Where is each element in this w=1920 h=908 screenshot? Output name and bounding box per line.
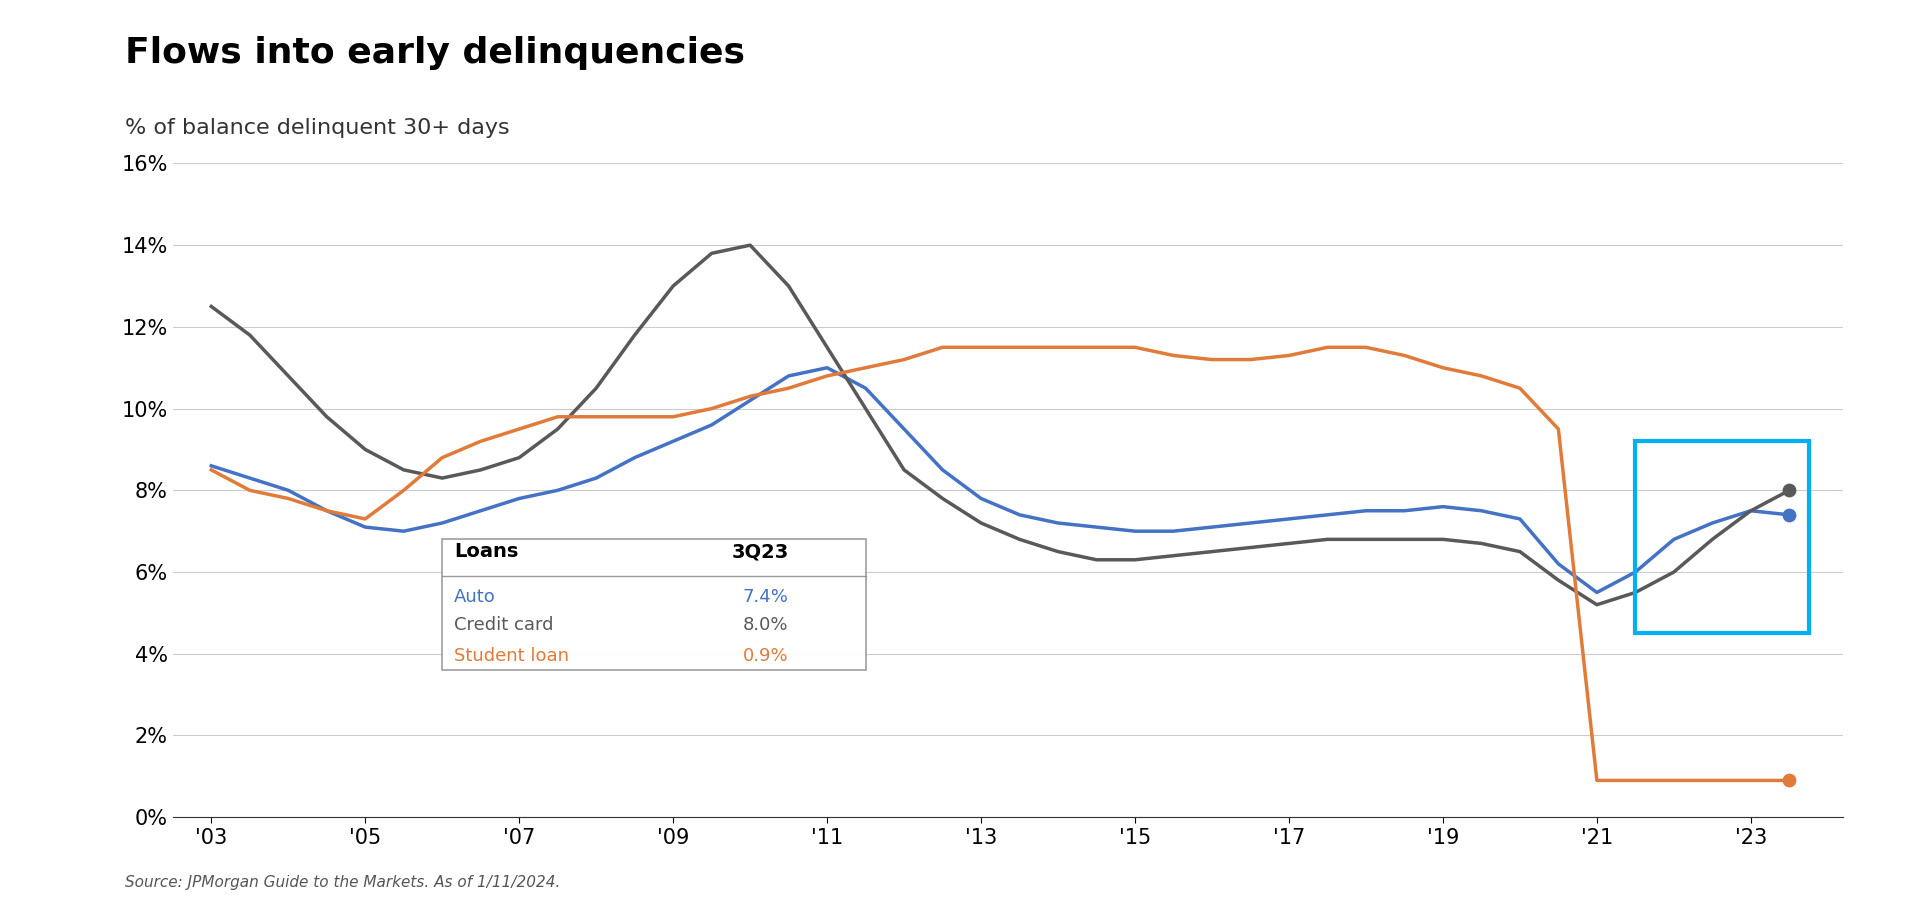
Point: [1774, 773, 1805, 787]
Text: Flows into early delinquencies: Flows into early delinquencies: [125, 36, 745, 70]
Text: Loans: Loans: [453, 542, 518, 561]
Text: 7.4%: 7.4%: [743, 587, 789, 606]
Text: % of balance delinquent 30+ days: % of balance delinquent 30+ days: [125, 118, 509, 138]
Text: Student loan: Student loan: [453, 646, 568, 665]
Text: 3Q23: 3Q23: [732, 542, 789, 561]
Text: Source: JPMorgan Guide to the Markets. As of 1/11/2024.: Source: JPMorgan Guide to the Markets. A…: [125, 874, 561, 890]
Text: Auto: Auto: [453, 587, 495, 606]
FancyBboxPatch shape: [442, 539, 866, 670]
Point: [1774, 508, 1805, 522]
Text: 8.0%: 8.0%: [743, 617, 789, 634]
Point: [1774, 483, 1805, 498]
Text: Credit card: Credit card: [453, 617, 553, 634]
Text: 0.9%: 0.9%: [743, 646, 789, 665]
